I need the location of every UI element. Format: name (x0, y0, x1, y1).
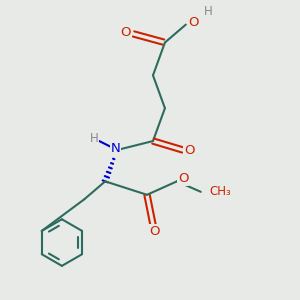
Text: CH₃: CH₃ (209, 185, 231, 198)
Text: O: O (184, 143, 195, 157)
Text: H: H (204, 4, 213, 18)
Text: O: O (188, 16, 198, 29)
Text: H: H (89, 132, 98, 145)
Text: N: N (111, 142, 121, 155)
Text: O: O (178, 172, 189, 185)
Text: O: O (120, 26, 131, 38)
Text: O: O (149, 225, 160, 238)
